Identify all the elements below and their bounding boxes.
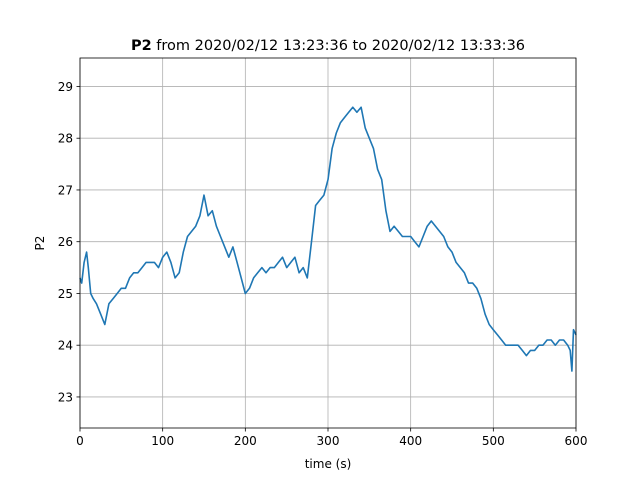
x-axis: 0 100 200 300 400 500 600 <box>76 428 587 448</box>
x-tick-label: 200 <box>234 434 257 448</box>
y-tick-label: 25 <box>58 287 73 301</box>
y-axis: 23 24 25 26 27 28 29 <box>58 80 80 404</box>
x-tick-label: 300 <box>317 434 340 448</box>
y-tick-label: 27 <box>58 183 73 197</box>
grid <box>79 58 577 428</box>
series-line-1 <box>79 106 577 372</box>
chart-title-bold: P2 <box>131 38 152 54</box>
x-tick-label: 0 <box>76 434 84 448</box>
x-tick-label: 400 <box>399 434 422 448</box>
y-tick-label: 23 <box>58 390 73 404</box>
chart-title-rest: from 2020/02/12 13:23:36 to 2020/02/12 1… <box>152 38 525 54</box>
x-tick-label: 100 <box>151 434 174 448</box>
y-tick-label: 24 <box>58 339 73 353</box>
x-tick-label: 500 <box>482 434 505 448</box>
chart-title: P2 from 2020/02/12 13:23:36 to 2020/02/1… <box>131 38 525 54</box>
y-axis-label: P2 <box>33 236 47 251</box>
series-group <box>79 106 577 372</box>
x-tick-label: 600 <box>565 434 588 448</box>
y-tick-label: 29 <box>58 80 73 94</box>
x-axis-label: time (s) <box>305 457 352 471</box>
y-tick-label: 28 <box>58 132 73 146</box>
y-tick-label: 26 <box>58 235 73 249</box>
